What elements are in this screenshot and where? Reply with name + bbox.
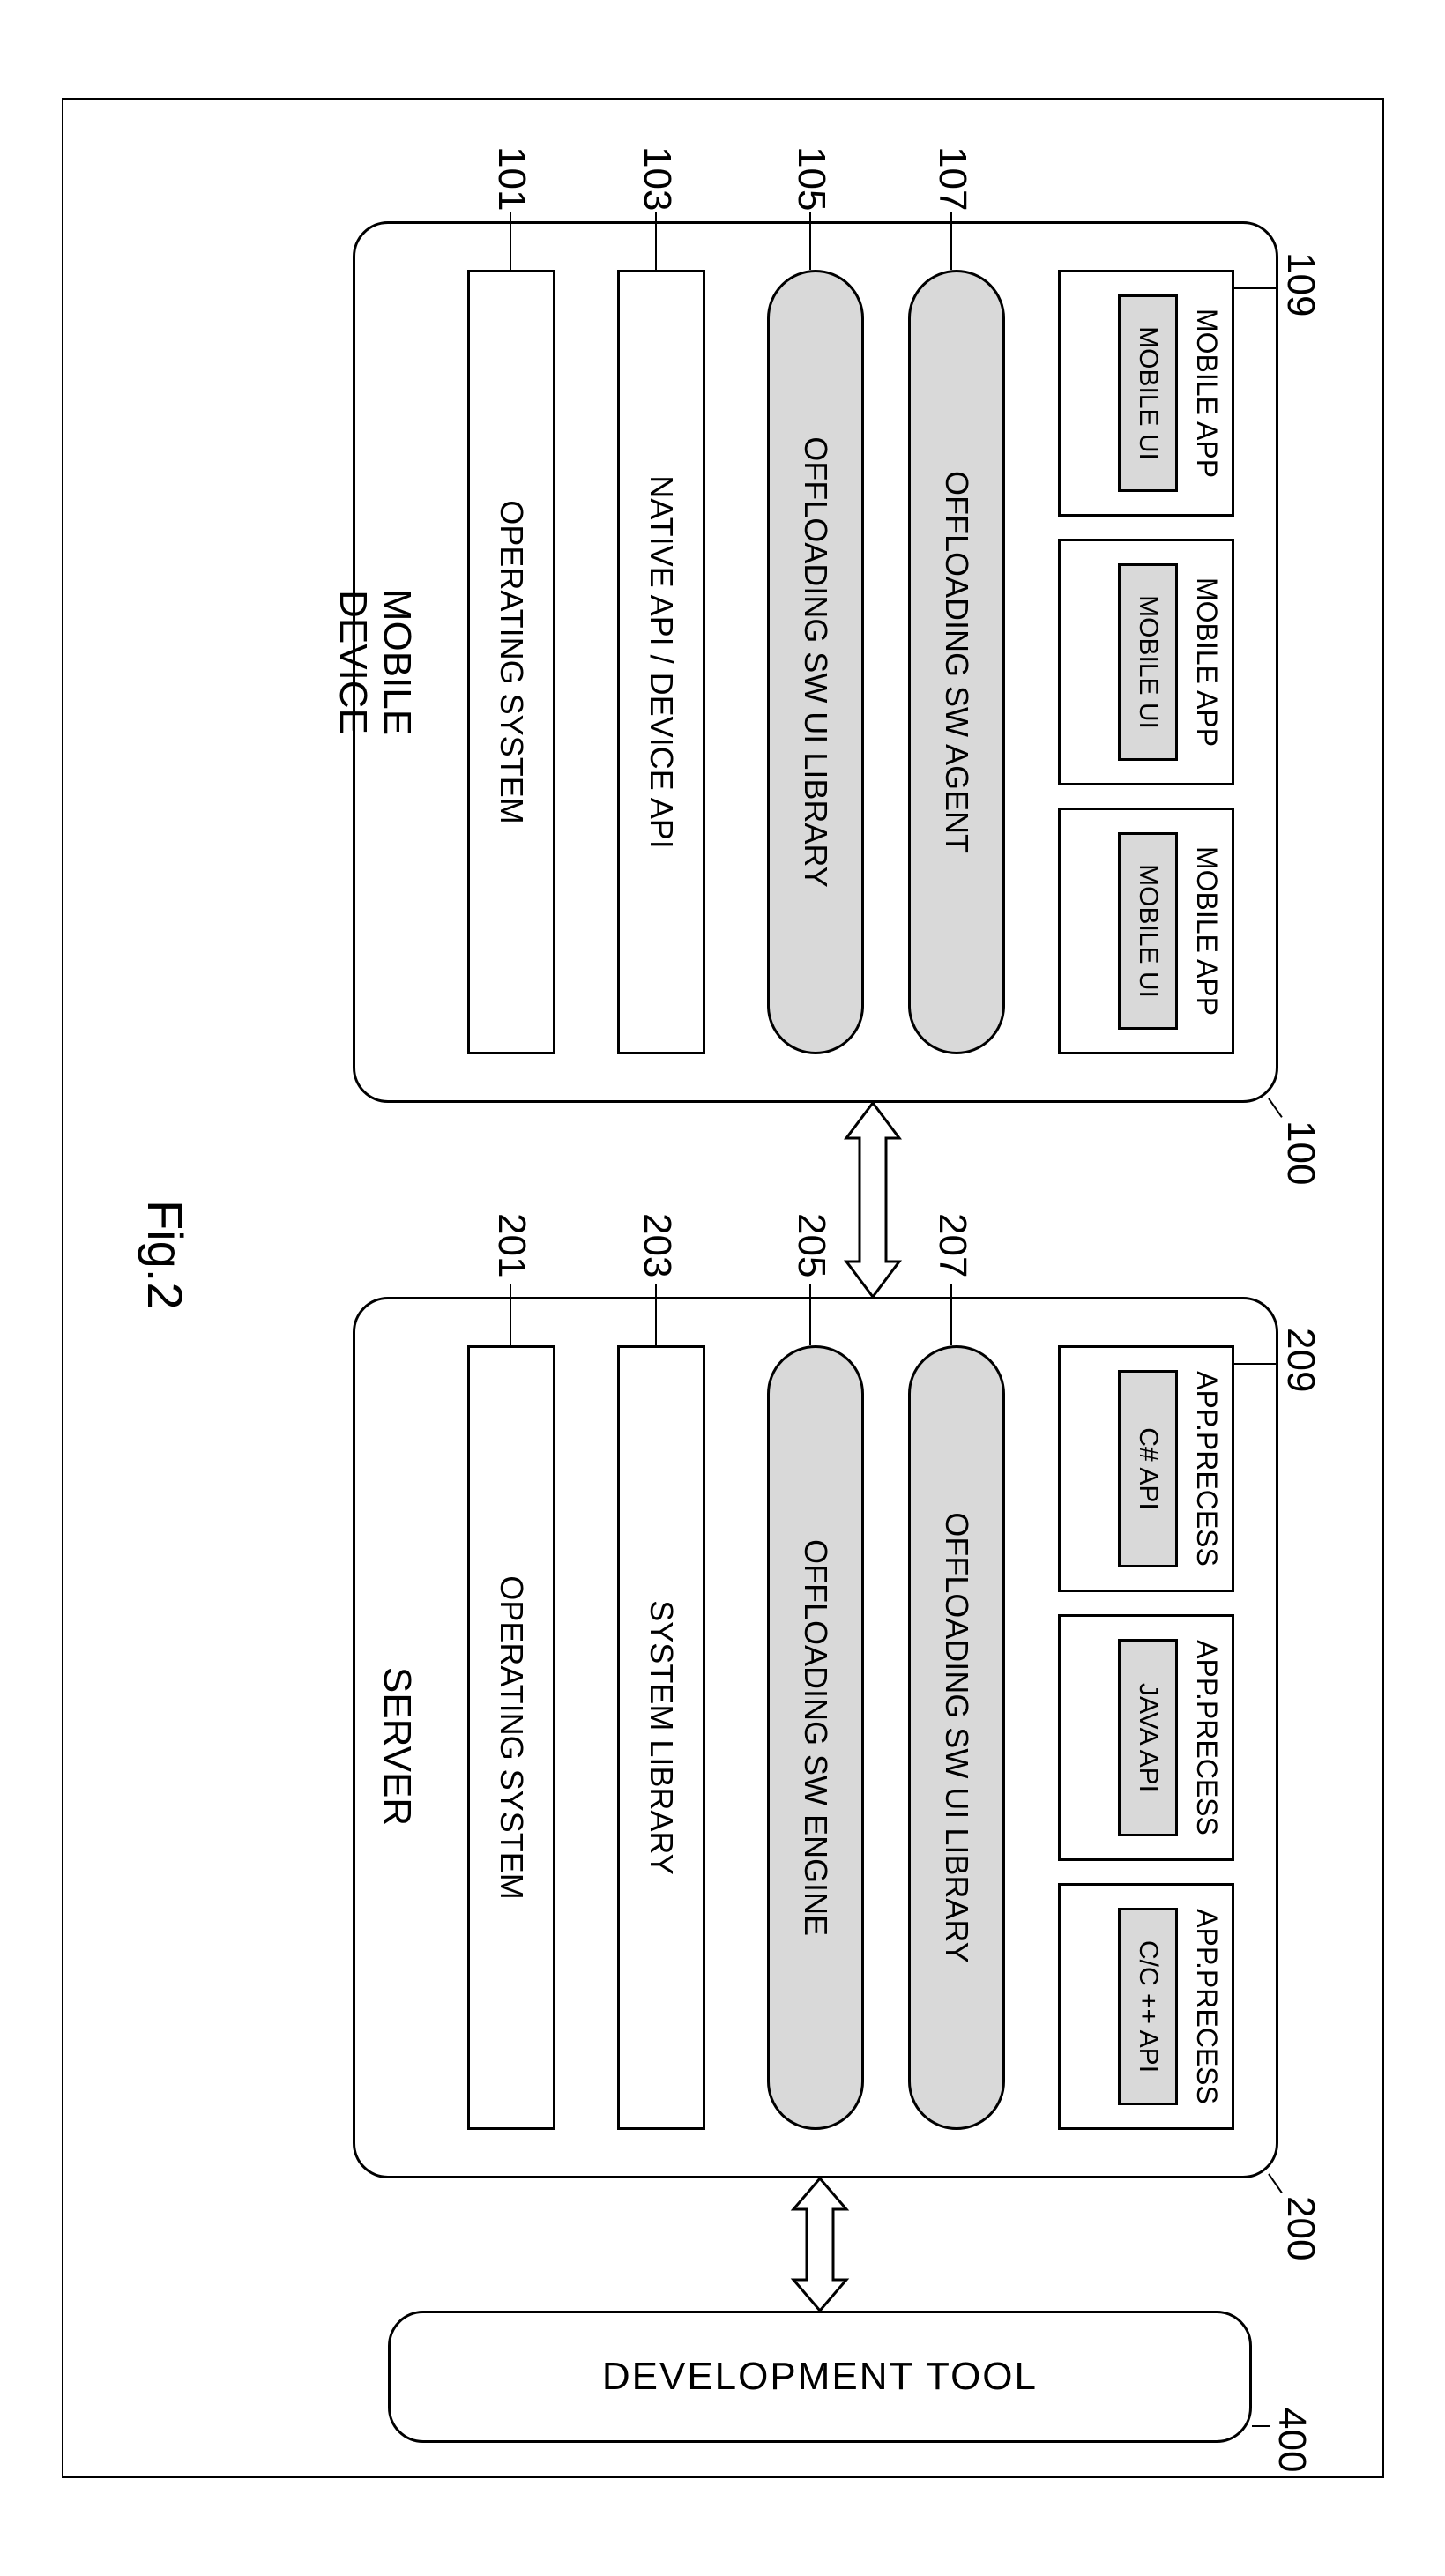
mobile-app-1-inner: MOBILE UI bbox=[1118, 294, 1178, 492]
server-app-2-inner-label: JAVA API bbox=[1133, 1683, 1163, 1792]
mobile-app-1-title: MOBILE APP bbox=[1190, 309, 1223, 478]
arrow-mobile-server bbox=[833, 1103, 912, 1297]
mobile-app-2-inner-label: MOBILE UI bbox=[1133, 595, 1163, 729]
lead-205 bbox=[809, 1284, 811, 1345]
server-layer-os: OPERATING SYSTEM bbox=[467, 1345, 555, 2130]
server-layer-uilib: OFFLOADING SW UI LIBRARY bbox=[908, 1345, 1005, 2130]
lead-101 bbox=[510, 212, 511, 270]
server-ref-203: 203 bbox=[635, 1213, 679, 1277]
server-app-1: APP.PRECESS C# API bbox=[1058, 1345, 1234, 1592]
mobile-app-3-inner: MOBILE UI bbox=[1118, 832, 1178, 1030]
server-layer-syslib-label: SYSTEM LIBRARY bbox=[643, 1600, 680, 1874]
mobile-apps-ref-109-leader bbox=[1234, 287, 1278, 289]
server-layer-engine-label: OFFLOADING SW ENGINE bbox=[797, 1539, 834, 1936]
mobile-ref-107: 107 bbox=[930, 146, 974, 211]
server-ref-200: 200 bbox=[1278, 2196, 1322, 2260]
server-app-2: APP.PRECESS JAVA API bbox=[1058, 1614, 1234, 1861]
mobile-layer-os: OPERATING SYSTEM bbox=[467, 270, 555, 1054]
server-app-1-inner: C# API bbox=[1118, 1370, 1178, 1567]
server-layer-uilib-label: OFFLOADING SW UI LIBRARY bbox=[938, 1512, 975, 1962]
mobile-layer-uilib-label: OFFLOADING SW UI LIBRARY bbox=[797, 436, 834, 887]
server-app-3-inner-label: C/C ++ API bbox=[1133, 1940, 1163, 2073]
server-app-1-inner-label: C# API bbox=[1133, 1427, 1163, 1509]
mobile-app-1-inner-label: MOBILE UI bbox=[1133, 326, 1163, 460]
server-app-3-title: APP.PRECESS bbox=[1190, 1909, 1223, 2104]
server-app-2-title: APP.PRECESS bbox=[1190, 1640, 1223, 1835]
arrow-server-devtool bbox=[780, 2178, 860, 2311]
server-ref-205: 205 bbox=[789, 1213, 833, 1277]
mobile-app-3: MOBILE APP MOBILE UI bbox=[1058, 808, 1234, 1054]
server-apps-ref-209-leader bbox=[1234, 1363, 1278, 1365]
lead-201 bbox=[510, 1284, 511, 1345]
server-app-1-title: APP.PRECESS bbox=[1190, 1371, 1223, 1567]
server-app-3: APP.PRECESS C/C ++ API bbox=[1058, 1883, 1234, 2130]
mobile-app-2-title: MOBILE APP bbox=[1190, 577, 1223, 747]
mobile-layer-native-label: NATIVE API / DEVICE API bbox=[643, 475, 680, 848]
dev-tool-ref-400: 400 bbox=[1270, 2408, 1314, 2472]
mobile-ref-100: 100 bbox=[1278, 1120, 1322, 1185]
dev-tool-ref-leader bbox=[1252, 2425, 1270, 2427]
server-apps-ref-209: 209 bbox=[1278, 1328, 1322, 1392]
lead-207 bbox=[950, 1284, 952, 1345]
mobile-layer-native: NATIVE API / DEVICE API bbox=[617, 270, 705, 1054]
server-ref-201: 201 bbox=[489, 1213, 533, 1277]
mobile-layer-os-label: OPERATING SYSTEM bbox=[493, 500, 530, 823]
mobile-layer-agent: OFFLOADING SW AGENT bbox=[908, 270, 1005, 1054]
server-app-3-inner: C/C ++ API bbox=[1118, 1908, 1178, 2105]
mobile-app-1: MOBILE APP MOBILE UI bbox=[1058, 270, 1234, 517]
dev-tool-box: DEVELOPMENT TOOL bbox=[388, 2311, 1252, 2443]
mobile-app-3-title: MOBILE APP bbox=[1190, 846, 1223, 1016]
mobile-ref-103: 103 bbox=[635, 146, 679, 211]
server-label: SERVER bbox=[375, 1658, 419, 1835]
server-layer-engine: OFFLOADING SW ENGINE bbox=[767, 1345, 864, 2130]
server-ref-207: 207 bbox=[930, 1213, 974, 1277]
mobile-layer-uilib: OFFLOADING SW UI LIBRARY bbox=[767, 270, 864, 1054]
lead-103 bbox=[655, 212, 657, 270]
mobile-app-2-inner: MOBILE UI bbox=[1118, 563, 1178, 761]
mobile-ref-101: 101 bbox=[489, 146, 533, 211]
lead-203 bbox=[655, 1284, 657, 1345]
lead-105 bbox=[809, 212, 811, 270]
server-app-2-inner: JAVA API bbox=[1118, 1639, 1178, 1836]
mobile-ref-105: 105 bbox=[789, 146, 833, 211]
mobile-apps-ref-109: 109 bbox=[1278, 252, 1322, 316]
lead-107 bbox=[950, 212, 952, 270]
mobile-device-label: MOBILE DEVICE bbox=[331, 512, 419, 812]
server-layer-os-label: OPERATING SYSTEM bbox=[493, 1575, 530, 1899]
mobile-app-3-inner-label: MOBILE UI bbox=[1133, 864, 1163, 998]
server-layer-syslib: SYSTEM LIBRARY bbox=[617, 1345, 705, 2130]
diagram-stage: 100 MOBILE APP MOBILE UI MOBILE APP MOBI… bbox=[62, 98, 1384, 2478]
mobile-layer-agent-label: OFFLOADING SW AGENT bbox=[938, 471, 975, 853]
dev-tool-label: DEVELOPMENT TOOL bbox=[601, 2355, 1037, 2399]
mobile-app-2: MOBILE APP MOBILE UI bbox=[1058, 539, 1234, 785]
figure-label: Fig.2 bbox=[137, 1200, 194, 1310]
